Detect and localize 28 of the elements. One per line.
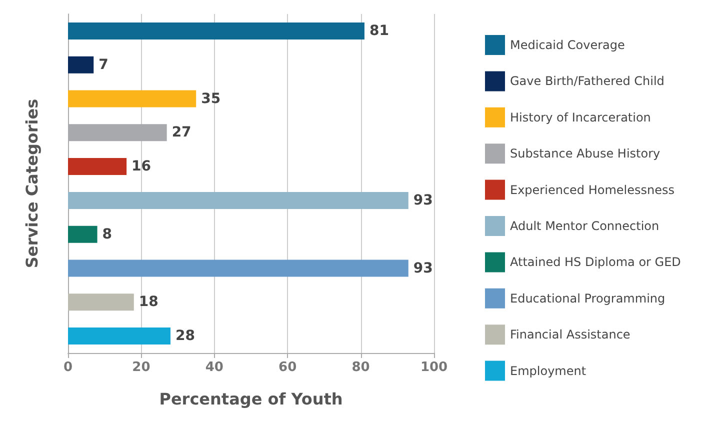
- y-axis-title: Service Categories: [22, 98, 42, 268]
- legend-label: Medicaid Coverage: [510, 38, 625, 52]
- legend-label: Substance Abuse History: [510, 146, 660, 161]
- legend-label: Attained HS Diploma or GED: [510, 255, 681, 270]
- x-tick-label: 100: [420, 360, 448, 375]
- data-label: 35: [201, 90, 221, 107]
- x-tick-label: 40: [205, 360, 224, 375]
- data-label: 7: [98, 56, 108, 73]
- legend-label: Financial Assistance: [510, 328, 630, 342]
- x-tick-label: 80: [352, 360, 370, 375]
- data-label: 27: [172, 124, 192, 141]
- data-label: 18: [138, 294, 158, 310]
- x-tick-label: 60: [278, 360, 297, 375]
- x-tick-label: 20: [132, 360, 150, 375]
- x-tick-label: 0: [63, 360, 73, 375]
- x-axis-title: Percentage of Youth: [159, 390, 343, 408]
- legend-label: Experienced Homelessness: [510, 182, 675, 197]
- data-label: 16: [132, 158, 152, 175]
- data-label: 93: [413, 260, 433, 276]
- data-label: 8: [102, 226, 112, 242]
- data-label: 28: [175, 328, 195, 344]
- legend-label: Adult Mentor Connection: [510, 219, 660, 233]
- legend-label: Gave Birth/Fathered Child: [510, 74, 664, 88]
- legend-label: History of Incarceration: [510, 110, 651, 124]
- data-label: 81: [369, 22, 389, 39]
- legend-label: Employment: [510, 364, 586, 378]
- legend-label: Educational Programming: [510, 291, 666, 306]
- data-label: 93: [413, 192, 433, 208]
